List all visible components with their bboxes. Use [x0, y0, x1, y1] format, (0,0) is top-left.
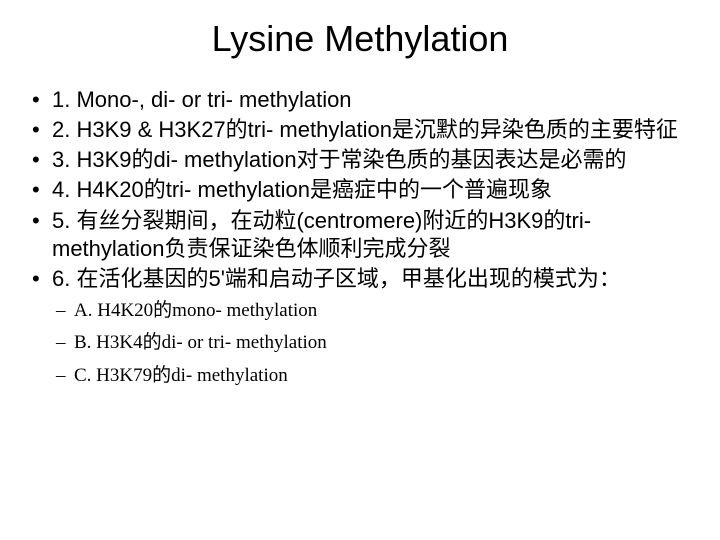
- bullet-item: 5. 有丝分裂期间，在动粒(centromere)附近的H3K9的tri-met…: [30, 207, 690, 263]
- sub-bullet-item: A. H4K20的mono- methylation: [52, 299, 690, 323]
- bullet-item-text: 6. 在活化基因的5'端和启动子区域，甲基化出现的模式为：: [52, 266, 621, 291]
- bullet-item: 1. Mono-, di- or tri- methylation: [30, 86, 690, 114]
- sub-bullet-item: B. H3K4的di- or tri- methylation: [52, 331, 690, 355]
- slide: Lysine Methylation 1. Mono-, di- or tri-…: [0, 0, 720, 540]
- slide-title: Lysine Methylation: [0, 0, 720, 60]
- slide-body: 1. Mono-, di- or tri- methylation 2. H3K…: [0, 60, 720, 388]
- bullet-item: 4. H4K20的tri- methylation是癌症中的一个普遍现象: [30, 176, 690, 204]
- bullet-list: 1. Mono-, di- or tri- methylation 2. H3K…: [30, 86, 690, 388]
- sub-bullet-list: A. H4K20的mono- methylation B. H3K4的di- o…: [52, 299, 690, 388]
- bullet-item: 6. 在活化基因的5'端和启动子区域，甲基化出现的模式为： A. H4K20的m…: [30, 265, 690, 388]
- bullet-item: 3. H3K9的di- methylation对于常染色质的基因表达是必需的: [30, 146, 690, 174]
- bullet-item: 2. H3K9 & H3K27的tri- methylation是沉默的异染色质…: [30, 116, 690, 144]
- sub-bullet-item: C. H3K79的di- methylation: [52, 364, 690, 388]
